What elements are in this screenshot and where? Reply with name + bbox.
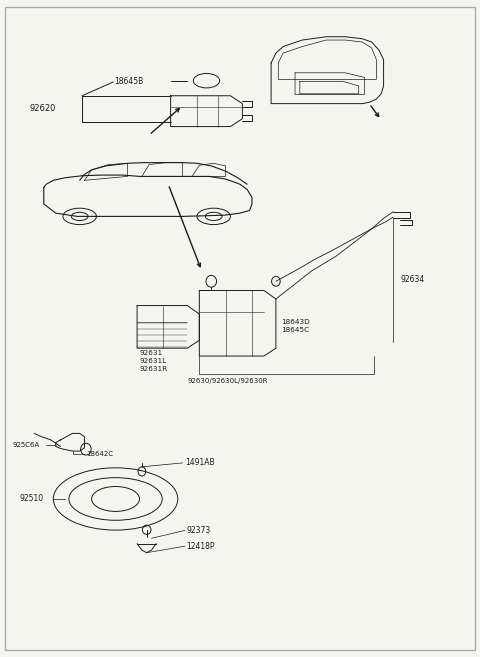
Text: 18643D: 18643D [281, 319, 310, 325]
Text: 92631L: 92631L [140, 358, 167, 364]
Text: 18642C: 18642C [86, 451, 113, 457]
Text: 92634: 92634 [400, 275, 425, 284]
Text: 18645C: 18645C [281, 327, 309, 334]
Text: 92620: 92620 [29, 104, 56, 114]
Text: 12418P: 12418P [186, 541, 215, 551]
Text: 92630/92630L/92630R: 92630/92630L/92630R [187, 378, 268, 384]
Text: 1491AB: 1491AB [185, 459, 215, 467]
Text: 92631: 92631 [140, 350, 163, 356]
Text: 18645B: 18645B [114, 78, 144, 87]
Text: 92631R: 92631R [140, 366, 168, 372]
Text: 92510: 92510 [20, 495, 44, 503]
Text: 92373: 92373 [186, 526, 211, 535]
Text: 925C6A: 925C6A [12, 442, 40, 447]
